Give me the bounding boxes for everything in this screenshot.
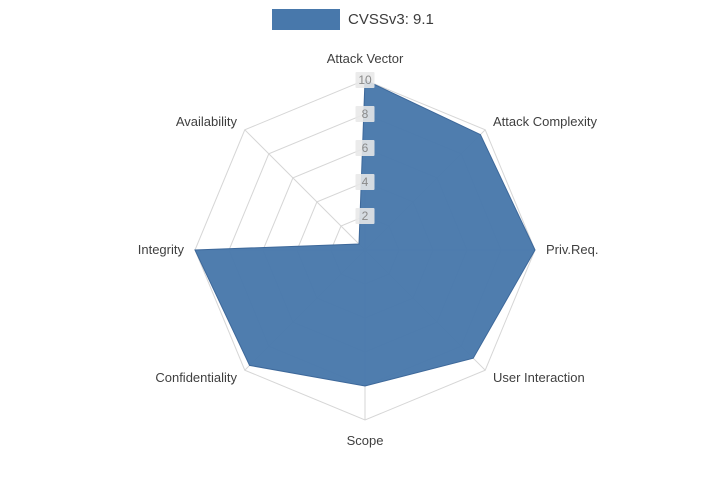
radial-tick-box (355, 208, 375, 224)
axis-label-attack-complexity: Attack Complexity (493, 114, 598, 129)
axis-label-availability: Availability (176, 114, 238, 129)
axis-label-scope: Scope (347, 433, 384, 448)
legend-label: CVSSv3: 9.1 (348, 11, 434, 28)
legend[interactable]: CVSSv3: 9.1 (272, 9, 434, 30)
axis-label-attack-vector: Attack Vector (327, 51, 404, 66)
radar-data-polygon[interactable] (194, 79, 536, 387)
radial-tick-box (355, 140, 375, 156)
radial-tick-label: 2 (362, 209, 369, 223)
radial-tick-box (355, 106, 375, 122)
axis-label-priv-req: Priv.Req. (546, 242, 599, 257)
radial-tick-label: 10 (358, 73, 372, 87)
axis-label-user-interaction: User Interaction (493, 370, 585, 385)
radial-tick-label: 8 (362, 107, 369, 121)
radial-tick-box (355, 174, 375, 190)
axis-label-integrity: Integrity (138, 242, 185, 257)
legend-swatch (272, 9, 340, 30)
radial-tick-label: 4 (362, 175, 369, 189)
axis-label-confidentiality: Confidentiality (155, 370, 237, 385)
radial-tick-label: 6 (362, 141, 369, 155)
radial-tick-box (355, 72, 375, 88)
radar-axis-spoke (244, 129, 366, 251)
